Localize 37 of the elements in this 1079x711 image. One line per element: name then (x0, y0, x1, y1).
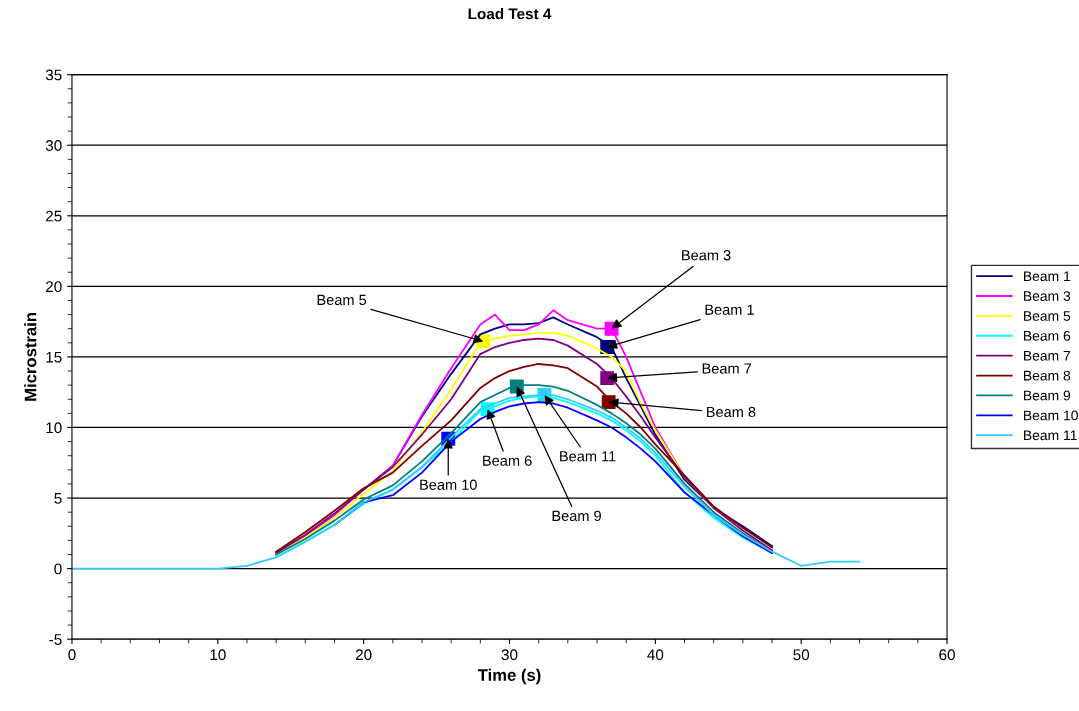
x-tick-label: 30 (501, 649, 518, 661)
annotation: Beam 5 (317, 294, 367, 306)
y-tick-label: 5 (54, 493, 62, 504)
annotation: Beam 6 (483, 455, 532, 466)
y-tick-label: 15 (46, 351, 62, 363)
y-tick-label: 10 (46, 422, 62, 434)
legend-label: Beam 10 (1024, 410, 1078, 421)
x-tick-label: 50 (793, 649, 810, 661)
legend-label: Beam 1 (1024, 271, 1071, 282)
annotation: Beam 11 (560, 451, 616, 462)
annotation: Beam 3 (682, 250, 731, 261)
y-axis-title: Microstrain (24, 313, 37, 401)
legend-label: Beam 3 (1024, 291, 1071, 301)
annotation: Beam 9 (552, 510, 601, 522)
legend-label: Beam 11 (1024, 430, 1077, 441)
annotation: Beam 10 (420, 479, 477, 490)
x-tick-label: 0 (68, 649, 76, 661)
y-tick-label: -5 (49, 634, 62, 645)
annotation: Beam 1 (705, 304, 754, 315)
y-tick-label: 25 (46, 210, 62, 222)
chart-title: Load Test 4 (468, 8, 552, 20)
x-tick-label: 20 (355, 649, 372, 661)
x-tick-label: 10 (210, 649, 226, 661)
x-tick-label: 60 (939, 649, 955, 661)
legend-label: Beam 6 (1024, 330, 1071, 341)
y-tick-label: 0 (54, 563, 62, 575)
legend-label: Beam 5 (1024, 311, 1071, 321)
x-axis-title: Time (s) (477, 668, 541, 685)
legend-label: Beam 8 (1024, 370, 1071, 381)
x-tick-label: 40 (647, 649, 664, 661)
y-tick-label: 20 (46, 281, 62, 293)
y-tick-label: 35 (45, 69, 62, 81)
annotation: Beam 7 (702, 363, 752, 374)
legend-label: Beam 9 (1024, 390, 1071, 401)
annotation: Beam 8 (706, 406, 756, 418)
legend-label: Beam 7 (1024, 350, 1071, 361)
y-tick-label: 30 (45, 140, 62, 151)
